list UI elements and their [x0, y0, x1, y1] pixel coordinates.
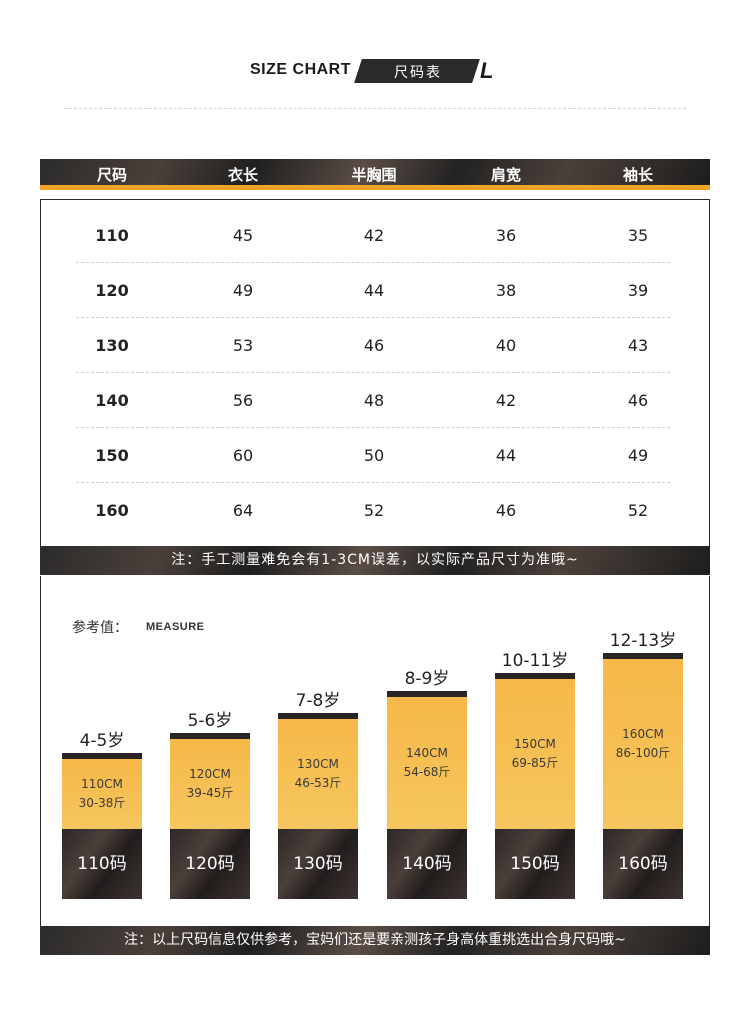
table-row: 150 60 50 44 49	[40, 446, 710, 476]
header-sleeve: 袖长	[622, 166, 653, 184]
row-divider	[76, 482, 670, 483]
table-cell: 40	[495, 336, 517, 355]
header-length: 衣长	[227, 166, 258, 184]
bar-cap	[387, 691, 467, 697]
table-cell: 64	[232, 501, 254, 520]
bar-cap	[170, 733, 250, 739]
bar-age: 10-11岁	[501, 651, 569, 671]
table-cell: 56	[232, 391, 254, 410]
bar-body	[62, 759, 142, 829]
title-mark: L	[480, 58, 494, 83]
row-divider	[76, 262, 670, 263]
bar-age: 5-6岁	[187, 711, 233, 731]
title-chinese: 尺码表	[394, 65, 442, 81]
bar-age: 4-5岁	[79, 731, 125, 751]
bar-weight: 39-45斤	[186, 786, 234, 800]
bar-body	[278, 719, 358, 829]
table-cell: 49	[627, 446, 649, 465]
title-divider	[64, 108, 686, 109]
bar-size-label: 150码	[495, 829, 575, 899]
title-english: SIZE CHART	[250, 61, 351, 78]
bar-cap	[278, 713, 358, 719]
table-cell-size: 140	[95, 391, 129, 410]
table-cell: 43	[627, 336, 649, 355]
bar-height: 150CM	[514, 737, 556, 751]
table-row: 140 56 48 42 46	[40, 391, 710, 421]
table-cell: 48	[363, 391, 385, 410]
bar-weight: 30-38斤	[78, 796, 126, 810]
bar-height: 140CM	[406, 746, 448, 760]
table-cell: 53	[232, 336, 254, 355]
bar-age: 8-9岁	[404, 669, 450, 689]
header-shoulder: 肩宽	[490, 166, 521, 184]
table-cell: 42	[363, 226, 385, 245]
table-cell-size: 120	[95, 281, 129, 300]
table-cell-size: 160	[95, 501, 129, 520]
table-cell: 46	[363, 336, 385, 355]
table-cell: 49	[232, 281, 254, 300]
reference-note: 注：以上尺码信息仅供参考，宝妈们还是要亲测孩子身高体重挑选出合身尺码哦~	[40, 926, 710, 955]
bar-size-label: 120码	[170, 829, 250, 899]
bar-body	[495, 679, 575, 829]
table-header-accent	[40, 185, 710, 190]
bar-size-label: 110码	[62, 829, 142, 899]
bar-cap	[603, 653, 683, 659]
bar-size-label: 140码	[387, 829, 467, 899]
row-divider	[76, 317, 670, 318]
table-cell: 46	[627, 391, 649, 410]
bar-body	[603, 659, 683, 829]
table-cell-size: 130	[95, 336, 129, 355]
table-cell: 44	[495, 446, 517, 465]
table-cell: 46	[495, 501, 517, 520]
table-cell: 42	[495, 391, 517, 410]
table-row: 130 53 46 40 43	[40, 336, 710, 366]
row-divider	[76, 427, 670, 428]
table-cell: 35	[627, 226, 649, 245]
bar-height: 120CM	[189, 767, 231, 781]
table-cell: 38	[495, 281, 517, 300]
bar-height: 130CM	[297, 757, 339, 771]
bar-age: 12-13岁	[609, 631, 677, 651]
table-row: 120 49 44 38 39	[40, 281, 710, 311]
table-cell: 45	[232, 226, 254, 245]
row-divider	[76, 372, 670, 373]
table-cell: 39	[627, 281, 649, 300]
table-cell: 60	[232, 446, 254, 465]
table-row: 110 45 42 36 35	[40, 226, 710, 256]
bar-size-label: 130码	[278, 829, 358, 899]
table-cell-size: 110	[95, 226, 129, 245]
table-cell-size: 150	[95, 446, 129, 465]
bar-weight: 54-68斤	[403, 765, 451, 779]
table-header-bar	[40, 159, 710, 185]
header-chest: 半胸围	[351, 166, 397, 184]
header-size: 尺码	[96, 166, 127, 184]
table-cell: 52	[363, 501, 385, 520]
bar-weight: 86-100斤	[615, 746, 671, 760]
bar-body	[387, 697, 467, 829]
measure-label-english: MEASURE	[146, 621, 205, 633]
table-cell: 52	[627, 501, 649, 520]
bar-cap	[62, 753, 142, 759]
bar-size-label: 160码	[603, 829, 683, 899]
bar-body	[170, 739, 250, 829]
bar-height: 160CM	[622, 727, 664, 741]
measure-label: 参考值：	[72, 620, 128, 636]
measurement-note: 注：手工测量难免会有1-3CM误差，以实际产品尺寸为准哦~	[40, 546, 710, 575]
table-row: 160 64 52 46 52	[40, 501, 710, 531]
bar-height: 110CM	[81, 777, 123, 791]
bar-weight: 69-85斤	[511, 756, 559, 770]
table-cell: 36	[495, 226, 517, 245]
bar-weight: 46-53斤	[294, 776, 342, 790]
bar-cap	[495, 673, 575, 679]
table-cell: 50	[363, 446, 385, 465]
bar-age: 7-8岁	[295, 691, 341, 711]
table-cell: 44	[363, 281, 385, 300]
